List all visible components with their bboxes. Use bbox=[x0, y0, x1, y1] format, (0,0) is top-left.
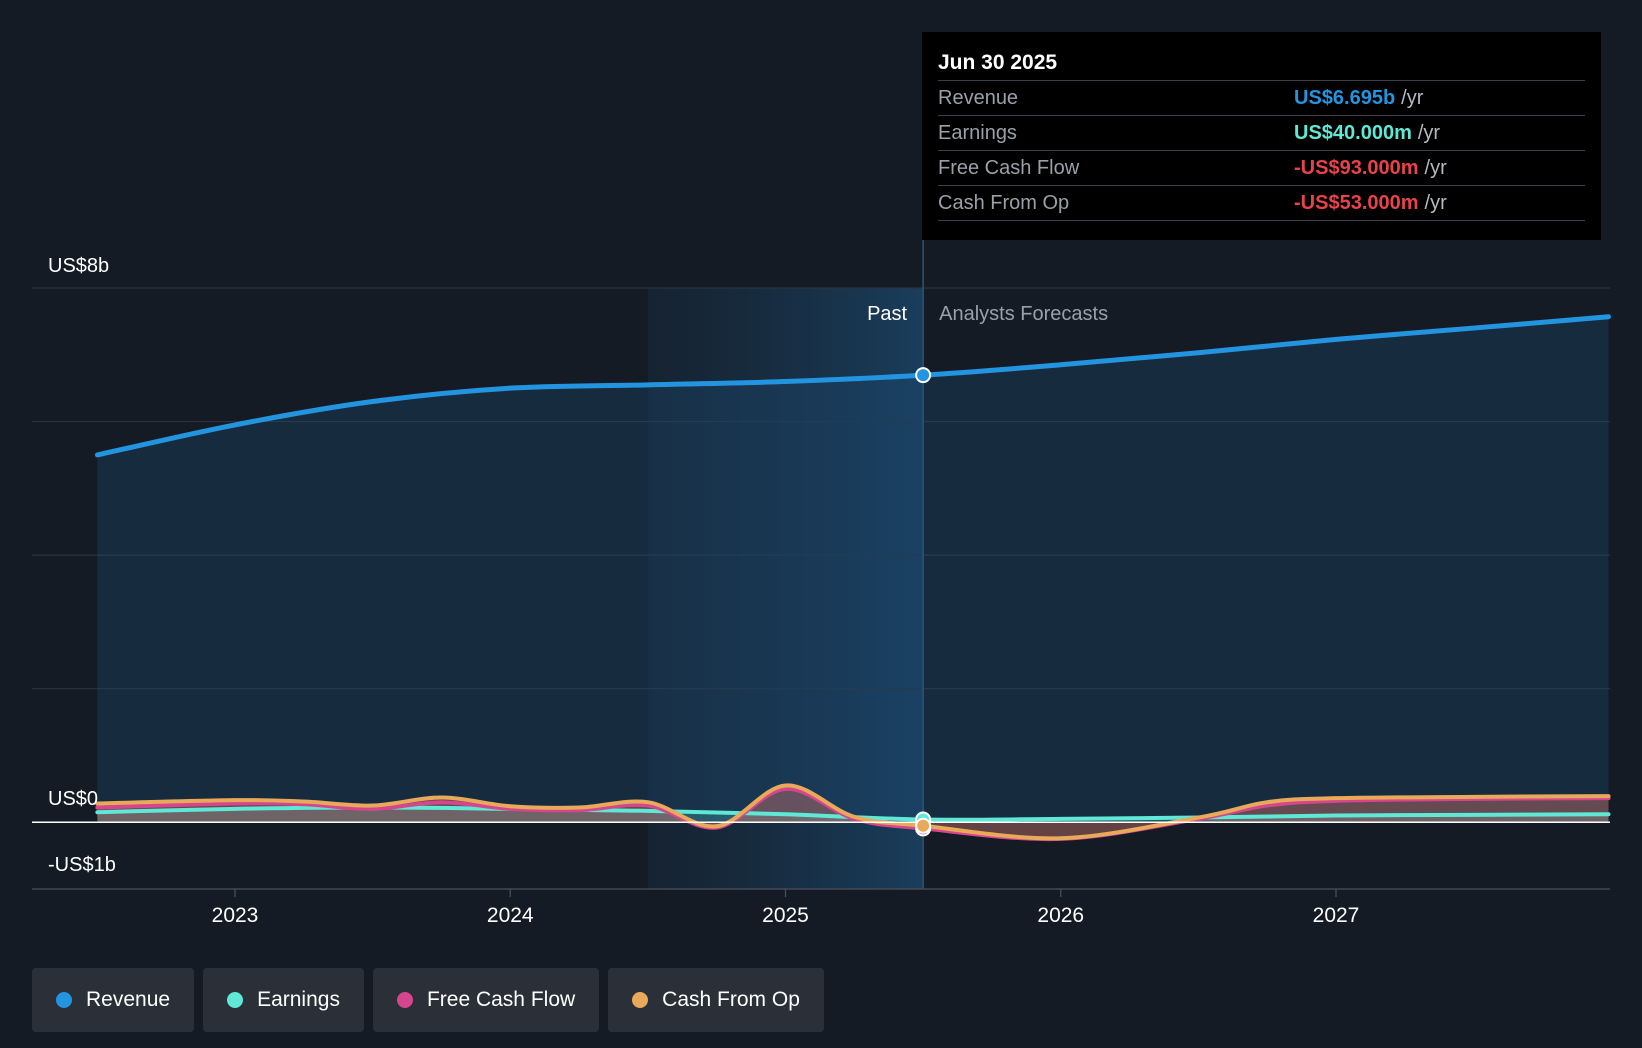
chart-legend: Revenue Earnings Free Cash Flow Cash Fro… bbox=[32, 968, 824, 1032]
legend-item-free-cash-flow[interactable]: Free Cash Flow bbox=[372, 968, 600, 1032]
series-area-revenue bbox=[97, 316, 1609, 823]
legend-dot-icon bbox=[632, 992, 649, 1008]
legend-item-earnings[interactable]: Earnings bbox=[203, 968, 364, 1032]
hover-marker-revenue bbox=[915, 367, 932, 384]
legend-label: Revenue bbox=[86, 988, 171, 1011]
tooltip-row-unit: /yr bbox=[1417, 122, 1441, 144]
x-tick-label: 2023 bbox=[212, 904, 259, 927]
hover-marker-cash-from-op bbox=[915, 817, 932, 834]
past-label: Past bbox=[867, 303, 907, 325]
legend-item-cash-from-op[interactable]: Cash From Op bbox=[608, 968, 824, 1032]
legend-label: Free Cash Flow bbox=[426, 988, 576, 1011]
tooltip-row-value: US$40.000m bbox=[1294, 122, 1412, 144]
tooltip-date: Jun 30 2025 bbox=[938, 46, 1585, 81]
tooltip-row-value: US$6.695b bbox=[1294, 87, 1396, 109]
legend-item-revenue[interactable]: Revenue bbox=[32, 968, 195, 1032]
legend-dot-icon bbox=[227, 992, 244, 1008]
legend-label: Cash From Op bbox=[662, 988, 800, 1011]
tooltip-row-label: Revenue bbox=[938, 87, 1019, 109]
series-area-free-cash-flow bbox=[97, 788, 1609, 840]
tooltip-row-unit: /yr bbox=[1401, 87, 1424, 109]
gridlines bbox=[32, 287, 1610, 890]
tooltip-row-value: -US$93.000m bbox=[1294, 157, 1419, 179]
tooltip-row-cash-from-op: Cash From Op -US$53.000m /yr bbox=[938, 186, 1585, 221]
tooltip-row-free-cash-flow: Free Cash Flow -US$93.000m /yr bbox=[938, 151, 1585, 186]
legend-dot-icon bbox=[396, 992, 413, 1008]
tooltip-row-label: Earnings bbox=[938, 122, 1017, 144]
series-area-cash-from-op bbox=[97, 785, 1609, 839]
series-line-revenue bbox=[94, 314, 1611, 458]
x-tick-label: 2025 bbox=[762, 904, 809, 927]
y-label-bottom: -US$1b bbox=[48, 854, 116, 876]
tooltip-row-unit: /yr bbox=[1424, 157, 1447, 179]
series-line-free-cash-flow bbox=[95, 786, 1611, 842]
series-line-cash-from-op bbox=[95, 783, 1611, 841]
tooltip-row-value: -US$53.000m bbox=[1294, 192, 1419, 214]
x-tick-label: 2026 bbox=[1037, 904, 1084, 927]
x-tick-label: 2024 bbox=[487, 904, 534, 927]
legend-dot-icon bbox=[56, 992, 72, 1008]
tooltip-row-label: Free Cash Flow bbox=[938, 157, 1080, 179]
hover-tooltip: Jun 30 2025 Revenue US$6.695b /yr Earnin… bbox=[922, 32, 1601, 240]
tooltip-row-label: Cash From Op bbox=[938, 192, 1070, 214]
y-label-zero: US$0 bbox=[48, 788, 98, 810]
legend-label: Earnings bbox=[257, 988, 340, 1011]
forecast-label: Analysts Forecasts bbox=[939, 303, 1108, 325]
y-label-top: US$8b bbox=[48, 255, 109, 277]
tooltip-row-earnings: Earnings US$40.000m /yr bbox=[938, 116, 1585, 151]
tooltip-row-unit: /yr bbox=[1424, 192, 1447, 214]
tooltip-row-revenue: Revenue US$6.695b /yr bbox=[938, 81, 1585, 116]
x-tick-label: 2027 bbox=[1313, 904, 1360, 927]
